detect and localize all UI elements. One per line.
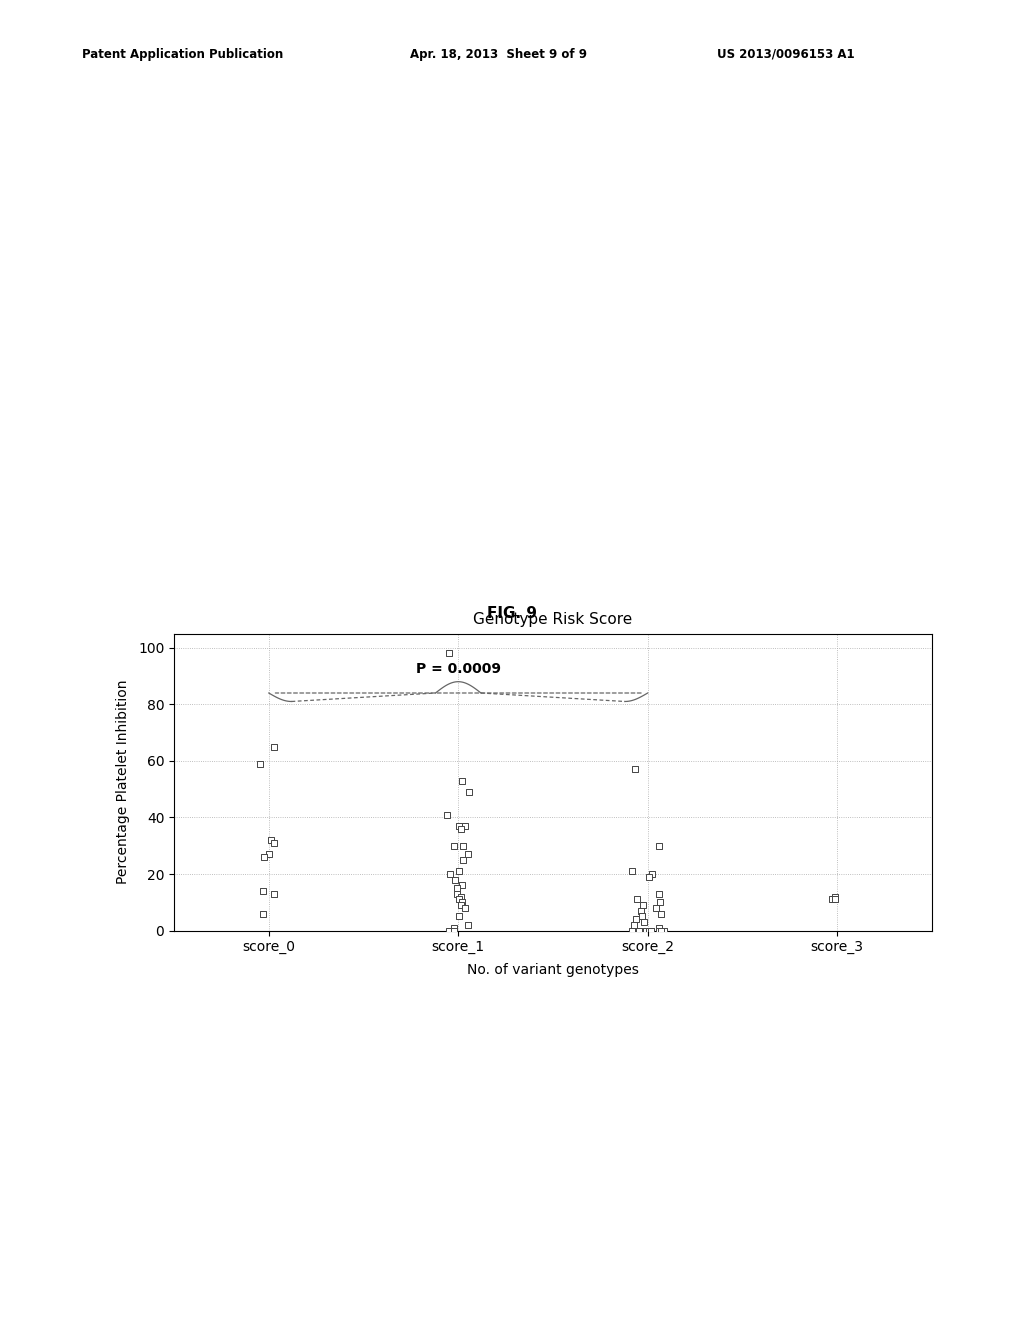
- Point: [449, 878, 465, 899]
- Point: [634, 906, 650, 927]
- Point: [451, 906, 467, 927]
- Point: [624, 920, 640, 941]
- Point: [442, 863, 459, 884]
- Point: [628, 920, 644, 941]
- Point: [263, 829, 280, 850]
- Point: [627, 759, 643, 780]
- Point: [624, 861, 640, 882]
- Point: [265, 883, 282, 904]
- Point: [445, 836, 462, 857]
- Point: [643, 920, 659, 941]
- Point: [440, 643, 457, 664]
- Point: [633, 900, 649, 921]
- Text: US 2013/0096153 A1: US 2013/0096153 A1: [717, 48, 854, 61]
- Point: [635, 895, 651, 916]
- Point: [451, 861, 467, 882]
- Point: [460, 843, 476, 865]
- Point: [455, 849, 471, 870]
- Point: [451, 816, 467, 837]
- Text: P = 0.0009: P = 0.0009: [416, 663, 501, 676]
- Point: [628, 908, 644, 929]
- Point: [653, 920, 670, 941]
- Point: [641, 866, 657, 887]
- Point: [454, 875, 470, 896]
- Title: Genotype Risk Score: Genotype Risk Score: [473, 612, 633, 627]
- Point: [454, 892, 470, 913]
- Text: Patent Application Publication: Patent Application Publication: [82, 48, 284, 61]
- Point: [455, 770, 471, 791]
- Point: [648, 898, 665, 919]
- Point: [461, 781, 477, 803]
- Point: [652, 903, 669, 924]
- Point: [626, 915, 642, 936]
- Text: FIG. 9: FIG. 9: [487, 606, 537, 622]
- Y-axis label: Percentage Platelet Inhibition: Percentage Platelet Inhibition: [116, 680, 130, 884]
- Point: [826, 888, 843, 909]
- Point: [453, 818, 469, 840]
- Point: [252, 754, 268, 775]
- Point: [438, 804, 455, 825]
- Point: [654, 920, 671, 941]
- Point: [255, 846, 271, 867]
- Point: [455, 836, 471, 857]
- Point: [460, 915, 476, 936]
- Point: [656, 920, 673, 941]
- Point: [447, 869, 464, 890]
- Point: [265, 833, 282, 854]
- Point: [650, 883, 667, 904]
- Point: [636, 920, 652, 941]
- Point: [650, 917, 667, 939]
- Point: [827, 886, 844, 907]
- Point: [638, 920, 654, 941]
- Text: Apr. 18, 2013  Sheet 9 of 9: Apr. 18, 2013 Sheet 9 of 9: [410, 48, 587, 61]
- Point: [631, 920, 647, 941]
- Point: [641, 920, 657, 941]
- Point: [453, 886, 469, 907]
- Point: [440, 920, 457, 941]
- Point: [650, 920, 667, 941]
- X-axis label: No. of variant genotypes: No. of variant genotypes: [467, 962, 639, 977]
- Point: [445, 917, 462, 939]
- Point: [651, 892, 668, 913]
- Point: [629, 888, 645, 909]
- Point: [451, 888, 467, 909]
- Point: [643, 920, 659, 941]
- Point: [823, 888, 840, 909]
- Point: [457, 898, 473, 919]
- Point: [644, 863, 660, 884]
- Point: [650, 836, 667, 857]
- Point: [636, 912, 652, 933]
- Point: [449, 883, 465, 904]
- Point: [266, 737, 283, 758]
- Point: [445, 920, 462, 941]
- Point: [457, 816, 473, 837]
- Point: [254, 903, 270, 924]
- Point: [260, 843, 276, 865]
- Point: [453, 895, 469, 916]
- Point: [255, 880, 271, 902]
